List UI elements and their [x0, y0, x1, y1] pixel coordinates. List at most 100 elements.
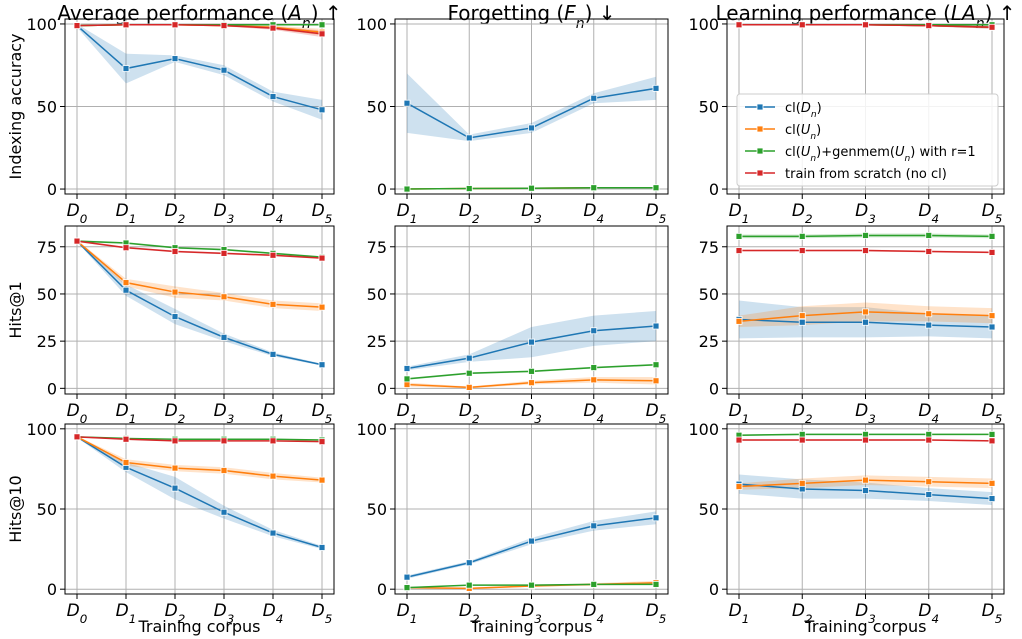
data-point-cl_D [652, 514, 660, 522]
x-tick-label: D3​ [855, 601, 876, 626]
label-variable: D [263, 601, 276, 621]
x-tick-label: D2​ [792, 401, 813, 426]
label-subscript: 4 [932, 612, 940, 626]
legend-swatch-marker [756, 103, 764, 111]
label-variable: D [855, 601, 868, 621]
label-subscript: n [810, 154, 816, 164]
series-line-cl_D [76, 436, 323, 549]
label-variable: D [918, 601, 931, 621]
label-subscript: 5 [995, 412, 1003, 426]
data-point-cl_U [528, 379, 535, 387]
data-point-cl_U [735, 317, 743, 325]
x-tick-label: D2​ [459, 201, 480, 226]
label-variable: D [312, 201, 325, 221]
label-variable: D [646, 401, 659, 421]
label-variable: D [116, 201, 129, 221]
label-variable: D [792, 201, 805, 221]
label-subscript: 2 [805, 412, 813, 426]
label-variable: D [67, 401, 80, 421]
data-point-cl_U_genmem [925, 232, 933, 239]
x-axis-label: Training corpus [469, 617, 592, 636]
x-tick-label: D3​ [214, 201, 235, 226]
x-tick-label: D3​ [214, 401, 235, 426]
series-line-cl_D [76, 240, 323, 366]
x-tick-label: D3​ [855, 401, 876, 426]
label-variable: D [918, 201, 931, 221]
label-variable: U [801, 123, 811, 138]
label-subscript: 0 [80, 612, 88, 626]
data-point-cl_U [171, 464, 179, 472]
label-subscript: 1 [410, 612, 418, 626]
series-line-scratch [76, 240, 323, 259]
y-tick-label: 25 [699, 332, 719, 351]
data-point-cl_U [171, 288, 179, 296]
data-point-cl_D [318, 106, 326, 114]
data-point-cl_U [862, 476, 869, 484]
label-variable: D [214, 201, 227, 221]
label-subscript: 3 [227, 212, 235, 226]
data-point-cl_D [403, 99, 411, 107]
label-subscript: 3 [868, 212, 876, 226]
x-tick-label: D2​ [459, 601, 480, 626]
y-tick-label: 100 [356, 15, 387, 34]
data-point-scratch [862, 436, 869, 444]
data-point-cl_D [269, 529, 277, 537]
label-subscript: 3 [534, 612, 542, 626]
label-variable: D [165, 401, 178, 421]
data-point-scratch [735, 436, 743, 444]
data-point-cl_U_genmem [652, 184, 660, 192]
data-point-cl_U [988, 312, 996, 320]
label-variable: D [165, 601, 178, 621]
data-point-cl_D [220, 333, 228, 341]
data-point-cl_D [862, 318, 869, 326]
y-tick-label: 50 [699, 285, 719, 304]
data-point-scratch [73, 433, 81, 441]
data-point-scratch [988, 249, 996, 256]
label-subscript: 4 [276, 212, 284, 226]
label-variable: D [855, 201, 868, 221]
data-point-scratch [171, 248, 179, 255]
x-tick-label: D1​ [397, 601, 418, 626]
data-point-cl_U_genmem [528, 184, 535, 192]
x-tick-label: D5​ [646, 201, 667, 226]
x-tick-label: D3​ [521, 601, 542, 626]
x-tick-label: D2​ [165, 201, 186, 226]
data-point-cl_U [862, 308, 869, 316]
series-band-cl_D [77, 23, 322, 120]
label-variable: D [459, 401, 472, 421]
data-point-scratch [925, 22, 933, 30]
data-point-cl_U [220, 467, 228, 474]
series-band-cl_U [77, 240, 322, 311]
x-tick-label: D5​ [312, 401, 333, 426]
x-tick-label: D2​ [165, 601, 186, 626]
data-point-scratch [171, 21, 179, 29]
data-point-scratch [862, 21, 869, 29]
label-subscript: 5 [659, 412, 667, 426]
subplot: 0 50 100 D1​ D2​ D3​ D4​ D5​ [356, 15, 669, 226]
y-tick-label: 50 [367, 98, 387, 117]
subplot: 0 50 100 D1​ D2​ D3​ D4​ D5​ Training corpus [688, 420, 1005, 636]
label-variable: D [646, 601, 659, 621]
y-tick-label: 75 [699, 238, 719, 257]
y-tick-label: 50 [699, 98, 719, 117]
y-tick-label: 0 [47, 180, 57, 199]
series-line-cl_U [76, 240, 323, 308]
row-label: Hits@1 [6, 281, 25, 338]
data-point-cl_D [318, 544, 326, 551]
data-point-cl_D [925, 321, 933, 329]
series-band-cl_D [77, 436, 322, 550]
label-variable: D [116, 601, 129, 621]
label-subscript: 3 [534, 212, 542, 226]
label-variable: D [729, 401, 742, 421]
data-point-cl_D [925, 491, 933, 498]
data-point-cl_D [528, 338, 535, 346]
y-tick-label: 0 [377, 180, 387, 199]
x-tick-label: D3​ [855, 201, 876, 226]
data-point-cl_U [403, 381, 411, 388]
data-point-scratch [220, 249, 228, 257]
x-tick-label: D5​ [312, 201, 333, 226]
data-point-cl_U [269, 472, 277, 480]
